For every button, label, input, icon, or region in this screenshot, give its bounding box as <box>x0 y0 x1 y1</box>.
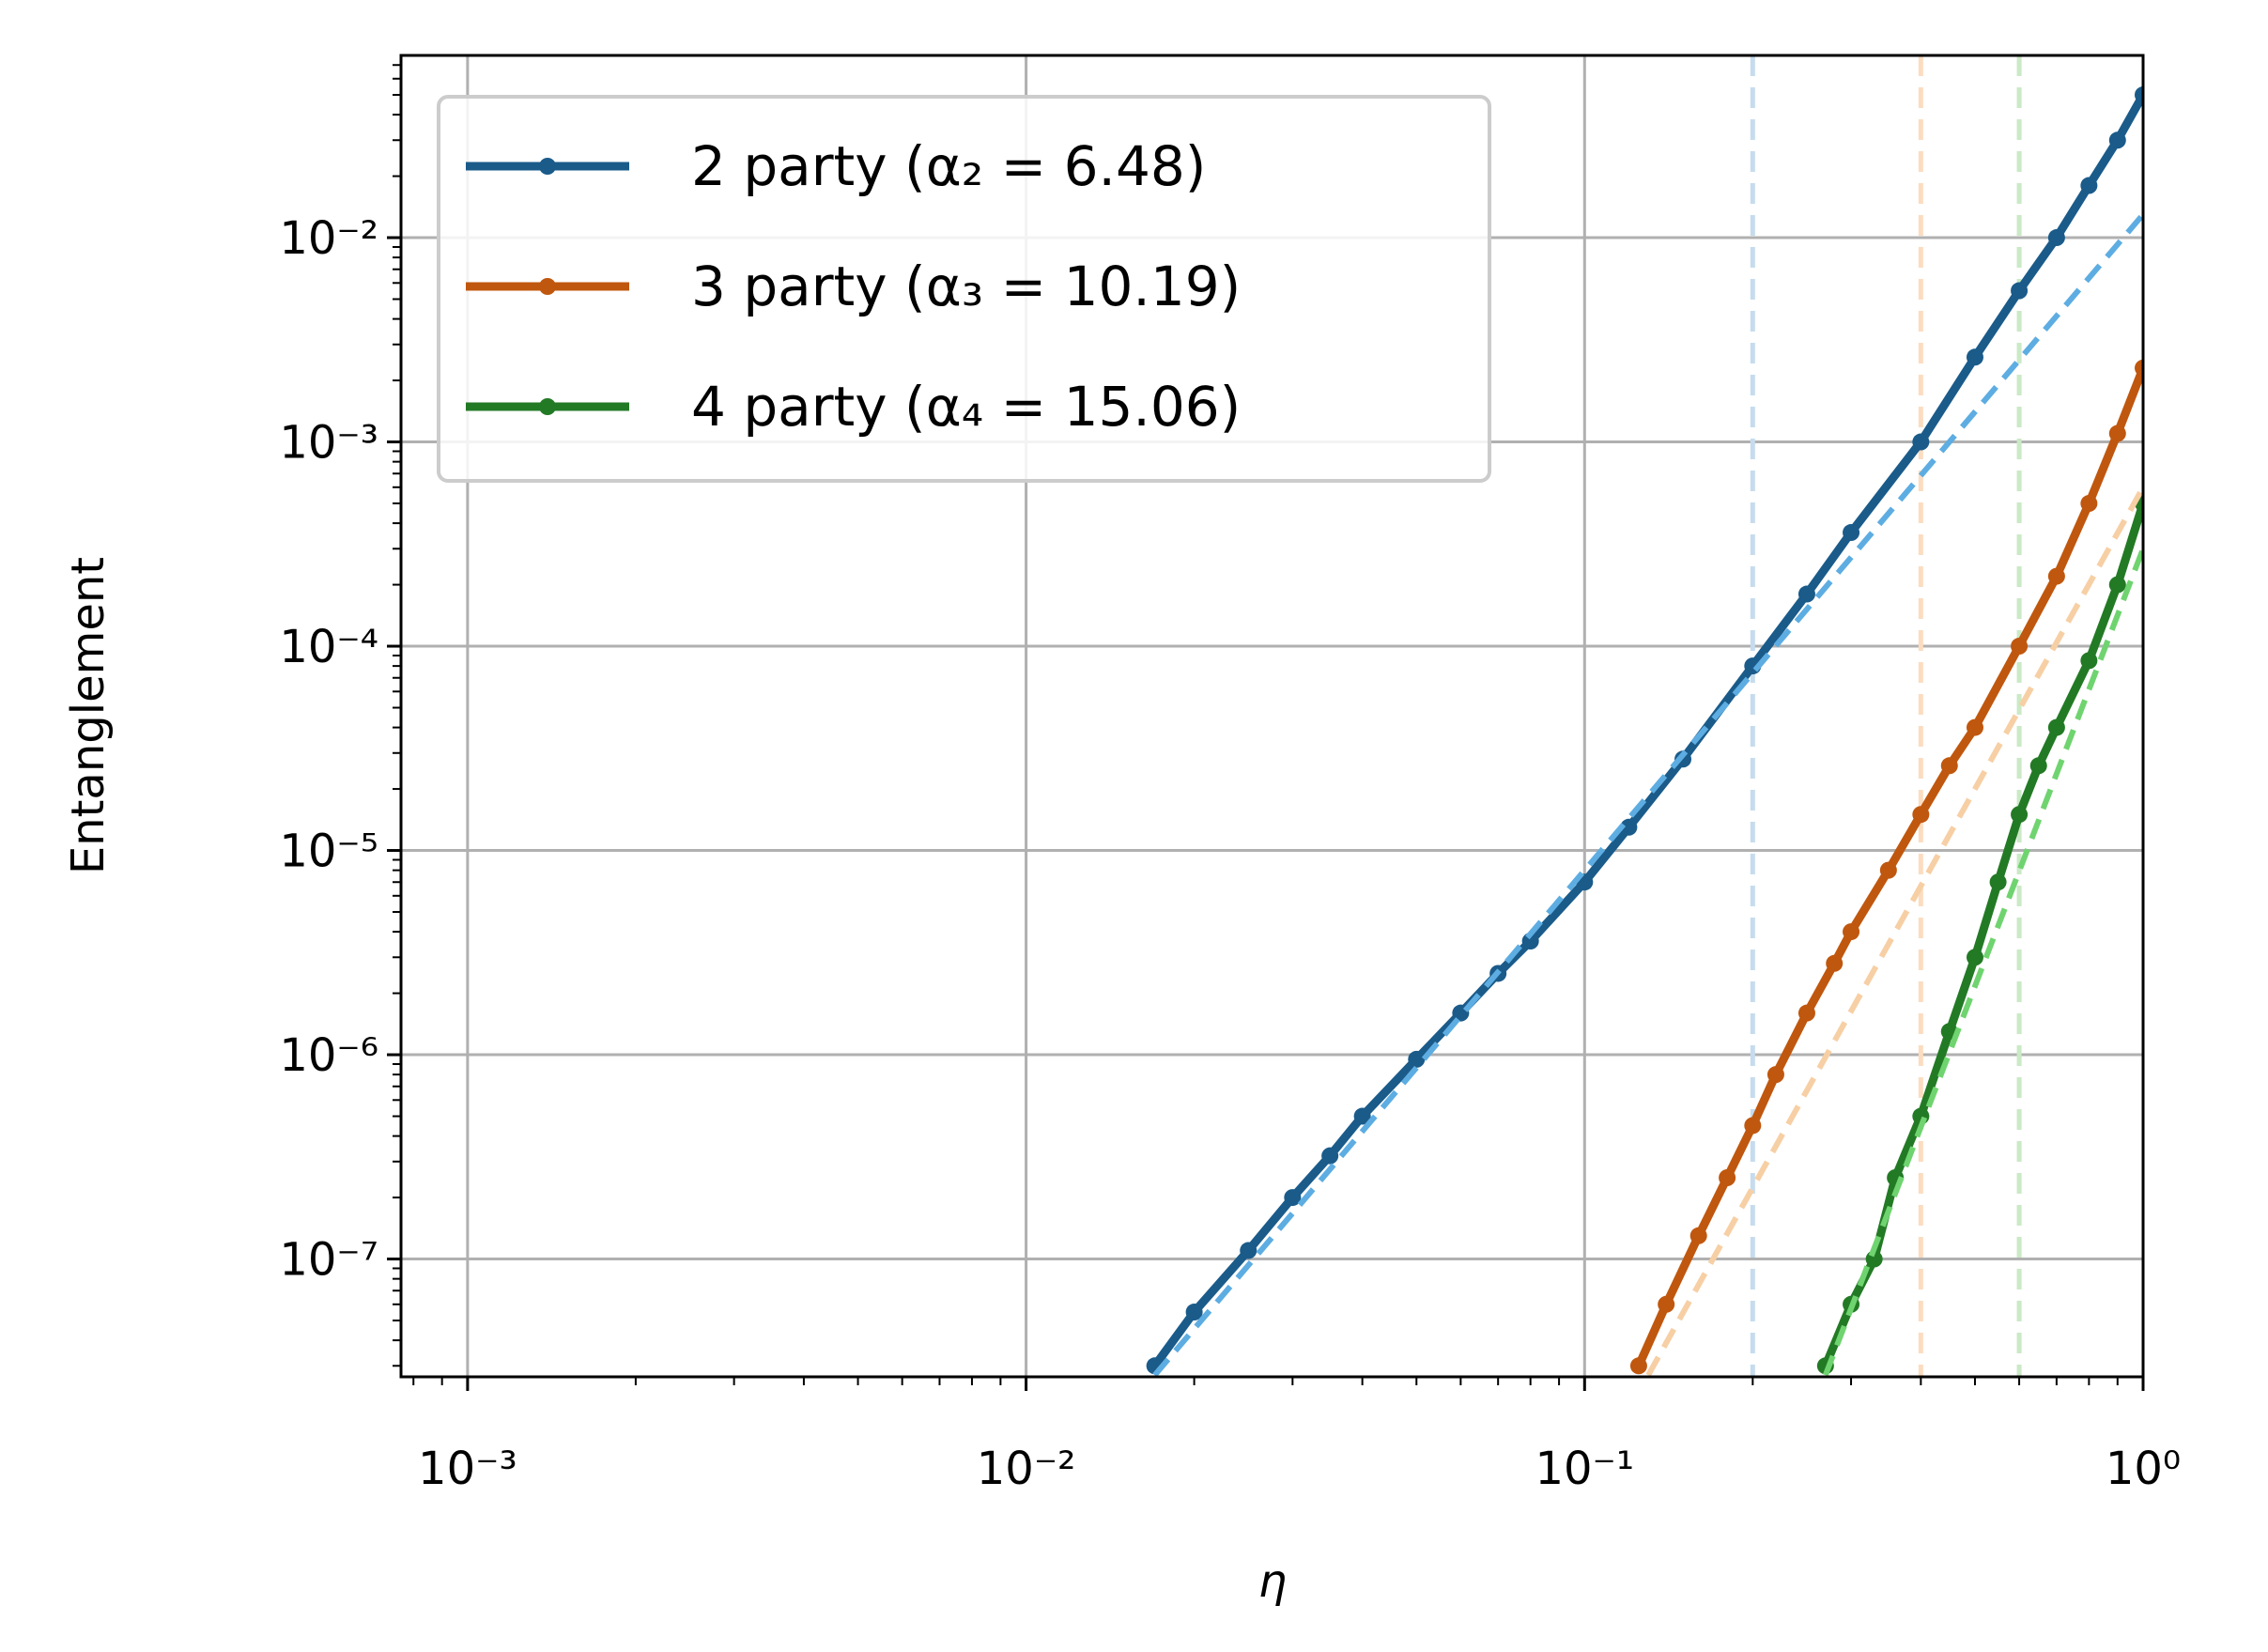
data-point <box>2135 359 2143 377</box>
data-point <box>2029 757 2047 775</box>
data-point <box>1966 718 1983 736</box>
fit-line <box>1645 486 2143 1377</box>
data-point <box>2108 425 2126 442</box>
legend-label: 4 party (α₄ = 15.06) <box>691 375 1241 439</box>
legend-marker <box>539 158 556 175</box>
plot-area <box>1146 55 2143 1377</box>
data-point <box>1408 1050 1426 1068</box>
data-point <box>1826 954 1844 972</box>
data-point <box>2080 177 2098 194</box>
y-tick-label: 10⁻⁴ <box>279 621 378 673</box>
legend-marker <box>539 398 556 415</box>
data-point <box>2108 576 2126 594</box>
legend: 2 party (α₂ = 6.48) 3 party (α₃ = 10.19) 4… <box>437 95 1491 483</box>
data-point <box>1966 348 1983 366</box>
data-point <box>2135 86 2143 104</box>
data-point <box>2011 282 2029 300</box>
data-point <box>1185 1304 1203 1321</box>
data-point <box>1940 757 1958 775</box>
y-tick-label: 10⁻⁵ <box>279 826 378 878</box>
data-point <box>1719 1169 1736 1187</box>
data-point <box>2047 567 2065 585</box>
y-tick-label: 10⁻² <box>279 212 378 265</box>
y-axis-label: Entanglement <box>62 557 115 874</box>
data-point <box>2011 806 2029 824</box>
legend-label: 2 party (α₂ = 6.48) <box>691 134 1206 198</box>
series-line <box>1821 502 2143 1368</box>
y-tick-label: 10⁻³ <box>279 417 378 470</box>
plot-frame <box>399 54 2145 1379</box>
data-point <box>1989 873 2007 891</box>
data-point <box>1912 806 1930 824</box>
data-point <box>1767 1066 1784 1084</box>
data-point <box>1629 1357 1647 1375</box>
data-point <box>1240 1242 1257 1259</box>
data-point <box>1744 1117 1762 1135</box>
x-tick-label: 10⁻³ <box>418 1443 517 1495</box>
series-line <box>1634 366 2143 1368</box>
legend-label: 3 party (α₃ = 10.19) <box>691 255 1241 318</box>
data-point <box>1689 1227 1707 1244</box>
x-tick-label: 10⁻² <box>977 1443 1076 1495</box>
data-point <box>1321 1147 1339 1165</box>
data-point <box>2080 495 2098 513</box>
data-point <box>1353 1107 1371 1125</box>
x-tick-label: 10⁻¹ <box>1535 1443 1634 1495</box>
y-tick-label: 10⁻⁷ <box>279 1234 378 1287</box>
data-point <box>1620 818 1638 836</box>
data-point <box>1797 1004 1815 1022</box>
data-point <box>2047 229 2065 247</box>
data-point <box>1912 433 1930 451</box>
data-point <box>1521 933 1539 950</box>
data-point <box>2080 652 2098 670</box>
x-axis-label: η <box>1258 1555 1287 1608</box>
data-point <box>1658 1295 1675 1313</box>
data-point <box>1843 923 1860 941</box>
legend-box <box>437 95 1491 483</box>
data-point <box>2108 131 2126 149</box>
data-point <box>2047 718 2065 736</box>
data-point <box>1797 585 1815 603</box>
x-tick-label: 10⁰ <box>2106 1443 2181 1495</box>
data-point <box>1879 861 1897 879</box>
data-point <box>2011 638 2029 656</box>
data-point <box>1284 1189 1302 1207</box>
data-point <box>1966 949 1983 966</box>
legend-marker <box>539 278 556 295</box>
fit-line <box>1822 548 2143 1377</box>
data-point <box>1843 524 1860 542</box>
y-tick-label: 10⁻⁶ <box>279 1029 378 1082</box>
